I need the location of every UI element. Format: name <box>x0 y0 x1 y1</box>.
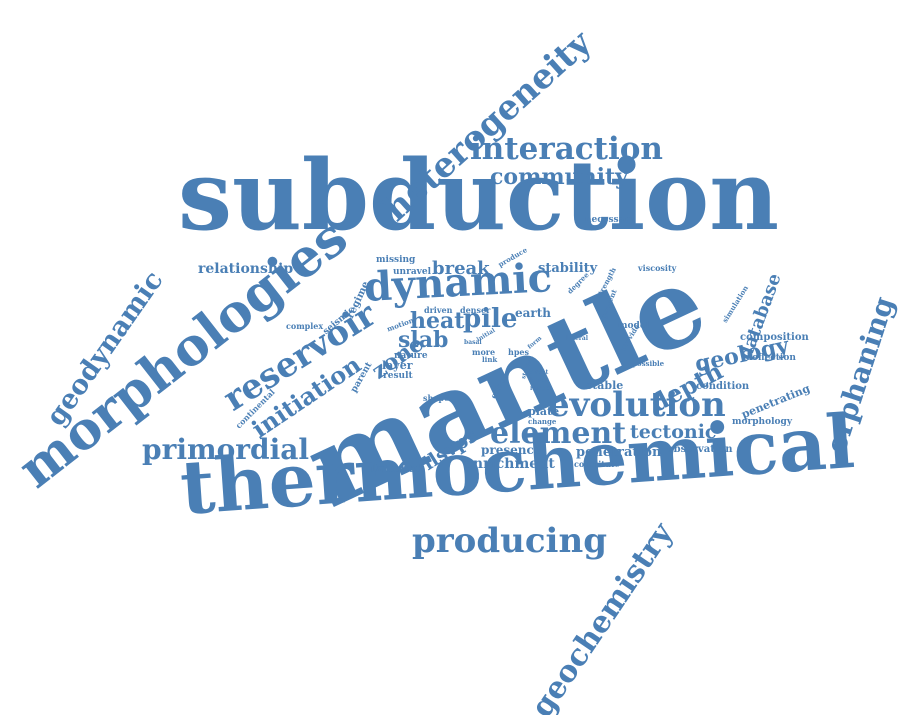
word-orphaning: orphaning <box>819 292 900 458</box>
word-simulation: simulation <box>720 283 751 325</box>
word-plate: plate <box>528 405 560 418</box>
word-observation: observation <box>667 444 733 455</box>
word-denser: denser <box>460 305 491 315</box>
word-more: more <box>472 347 496 357</box>
word-result: result <box>383 371 413 381</box>
word-penetration: penetration <box>576 445 662 460</box>
word-lower: lower <box>530 377 549 384</box>
word-flattened: flattened <box>368 462 423 475</box>
word-range: range <box>530 385 550 392</box>
word-unravel: unravel <box>393 267 432 277</box>
word-presence: presence <box>481 443 542 457</box>
word-pile: pile <box>463 304 518 334</box>
word-earth: earth <box>515 306 551 320</box>
word-producing: producing <box>412 521 607 561</box>
word-possible: possible <box>632 359 665 368</box>
word-missing: missing <box>376 255 416 265</box>
word-subduction: subduction <box>178 139 779 252</box>
word-enrichment: enrichment <box>464 456 555 472</box>
word-event: event <box>530 369 549 376</box>
word-heat: heat <box>410 308 465 334</box>
word-hpes: hpes <box>508 347 530 357</box>
word-constitute: constitute <box>574 459 620 469</box>
word-model: model <box>618 321 649 331</box>
word-lateral: lateral <box>566 335 589 342</box>
word-viscosity: viscosity <box>638 263 677 273</box>
word-interaction: interaction <box>470 131 663 167</box>
word-evolution: evolution <box>548 385 726 425</box>
word-stable: stable <box>586 379 624 392</box>
word-element: element <box>490 416 627 451</box>
word-primordial: primordial <box>142 433 310 466</box>
word-link: link <box>482 355 498 364</box>
word-relationship: relationship <box>198 261 294 277</box>
word-composition: composition <box>740 332 809 343</box>
word-complex: complex <box>286 321 324 331</box>
word-condition: condition <box>696 381 750 392</box>
word-break: break <box>432 258 490 279</box>
word-shape: shape <box>423 393 450 403</box>
word-layer: layer <box>382 359 413 372</box>
word-driven: driven <box>424 305 453 315</box>
word-deflection: deflection <box>746 353 796 363</box>
word-necessary: necessary <box>585 215 635 225</box>
word-nature: nature <box>394 351 428 361</box>
word-basal: basal <box>464 339 482 346</box>
word-change: change <box>528 417 557 426</box>
word-stability: stability <box>538 261 598 276</box>
word-morphology: morphology <box>732 417 793 427</box>
word-tectonic: tectonic <box>630 421 717 443</box>
word-slab: slab <box>398 327 449 353</box>
word-community: community <box>490 164 628 190</box>
